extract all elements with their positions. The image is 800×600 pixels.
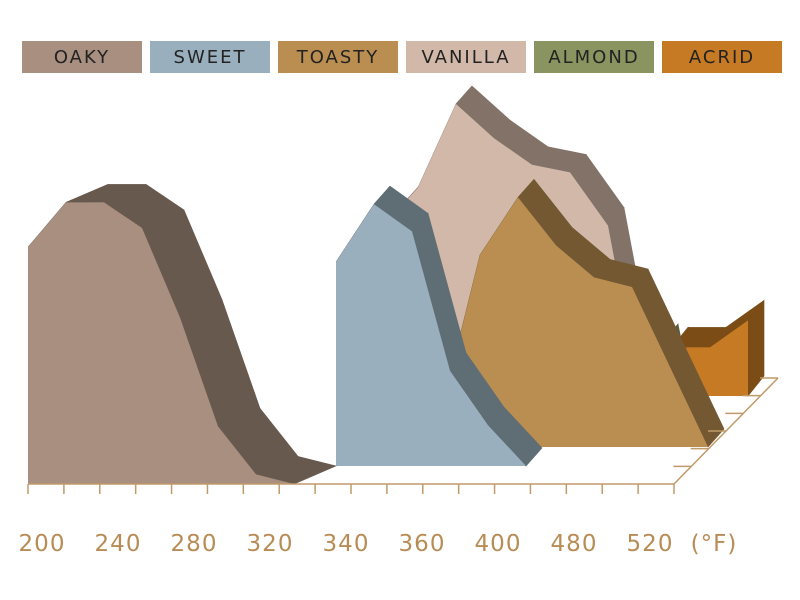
x-tick-label: 520 — [627, 531, 674, 557]
series-sweet-area — [336, 204, 526, 466]
x-tick-label: 340 — [323, 531, 370, 557]
x-tick-labels: 200 240 280 320 340 360 400 480 520 (°F) — [19, 531, 738, 557]
x-tick-label: 280 — [171, 531, 218, 557]
x-tick-label: 320 — [247, 531, 294, 557]
axes — [27, 377, 779, 494]
x-tick-label: 360 — [399, 531, 446, 557]
legend-item-sweet: SWEET — [150, 41, 270, 73]
x-axis-unit: (°F) — [691, 531, 738, 557]
series-sweet — [335, 185, 543, 467]
legend-item-oaky: OAKY — [22, 41, 142, 73]
plot-area — [27, 85, 765, 485]
x-tick-label: 240 — [95, 531, 142, 557]
legend: OAKY SWEET TOASTY VANILLA ALMOND ACRID — [22, 41, 782, 73]
x-tick-label: 480 — [551, 531, 598, 557]
legend-item-almond: ALMOND — [534, 41, 654, 73]
series-oaky-side — [255, 456, 337, 485]
legend-item-vanilla: VANILLA — [406, 41, 526, 73]
x-tick-label: 200 — [19, 531, 66, 557]
legend-item-acrid: ACRID — [662, 41, 782, 73]
series-oaky — [27, 184, 337, 485]
x-tick-label: 400 — [475, 531, 522, 557]
series-oaky-area — [28, 202, 294, 484]
legend-item-toasty: TOASTY — [278, 41, 398, 73]
